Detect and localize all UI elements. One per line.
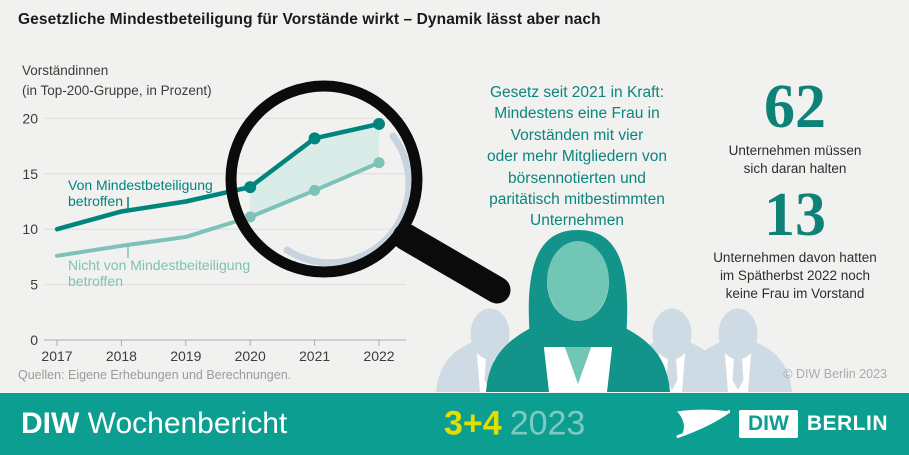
- magnifier-glint: [283, 132, 413, 267]
- issue-label: 3+4: [444, 404, 502, 443]
- stat-62-value: 62: [764, 73, 826, 141]
- x-tick-label: 2022: [363, 348, 394, 364]
- y-tick-label: 15: [22, 166, 38, 182]
- x-tick-label: 2021: [299, 348, 330, 364]
- series-line: [54, 121, 382, 232]
- publication-name: DIW Wochenbericht: [21, 407, 287, 441]
- logo-diw-text: DIW: [739, 410, 798, 438]
- x-tick-label: 2019: [170, 348, 201, 364]
- female-face: [547, 237, 609, 321]
- stat-13-value: 13: [764, 181, 826, 249]
- data-point: [308, 132, 321, 145]
- footer-banner: DIW Wochenbericht 3+4 2023 DIW BERLIN: [0, 393, 909, 455]
- issue-number: 3+4 2023: [444, 405, 585, 444]
- legend-label-not-affected: Nicht von Mindestbeiteiligung betroffen: [68, 257, 251, 290]
- page-title: Gesetzliche Mindestbeteiligung für Vorst…: [18, 11, 601, 28]
- highlight-band: [250, 123, 379, 218]
- data-point: [244, 181, 257, 194]
- chart-subtitle: (in Top-200-Gruppe, in Prozent): [22, 83, 212, 98]
- series-line: [55, 160, 381, 258]
- magnifier-handle: [392, 223, 511, 304]
- magnifier-ring: [225, 80, 423, 278]
- x-tick-label: 2017: [41, 348, 72, 364]
- issue-year: 2023: [509, 404, 586, 443]
- source-note: Quellen: Eigene Erhebungen und Berechnun…: [18, 368, 292, 382]
- legend-label-affected: Von Mindestbeteiligung betroffen: [68, 177, 213, 210]
- data-point: [309, 184, 321, 196]
- line-chart: 0 5 10 15 20 2017 2018 2019 2020 2021 2022: [22, 110, 406, 364]
- data-point: [373, 157, 385, 169]
- y-tick-label: 10: [22, 221, 38, 237]
- female-hair: [514, 230, 642, 347]
- copyright-note: © DIW Berlin 2023: [783, 367, 887, 381]
- law-callout-text: Gesetz seit 2021 in Kraft: Mindestens ei…: [486, 84, 668, 230]
- female-figure: [486, 230, 670, 392]
- x-tick-label: 2020: [235, 348, 266, 364]
- chart-title: Vorständinnen: [22, 63, 109, 78]
- logo-berlin-text: BERLIN: [806, 412, 888, 435]
- y-tick-label: 5: [30, 277, 38, 293]
- stat-13-caption: Unternehmen davon hatten im Spätherbst 2…: [713, 250, 877, 301]
- y-tick-label: 20: [22, 110, 38, 126]
- y-tick-label: 0: [30, 332, 38, 348]
- data-point: [373, 117, 385, 130]
- data-point: [244, 211, 256, 223]
- magnifier-icon: [225, 80, 511, 304]
- stat-62-caption: Unternehmen müssen sich daran halten: [728, 143, 862, 176]
- brand-diw: DIW: [21, 407, 80, 440]
- diw-berlin-logo: DIW BERLIN: [676, 409, 888, 439]
- board-illustration: [436, 230, 792, 392]
- x-tick-label: 2018: [106, 348, 137, 364]
- brand-wochenbericht: Wochenbericht: [87, 407, 288, 440]
- diw-logo-mark: [676, 409, 730, 438]
